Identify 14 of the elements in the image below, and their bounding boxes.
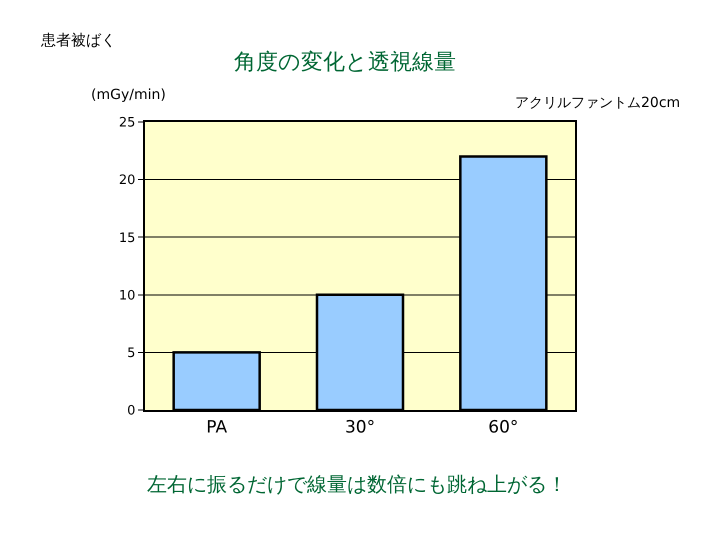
x-tick-label: PA — [206, 417, 228, 438]
y-tick-label: 0 — [127, 404, 136, 419]
y-tick-label: 25 — [118, 116, 136, 131]
y-tick-label: 10 — [118, 288, 136, 304]
chart-title: 角度の変化と透視線量 — [234, 50, 456, 75]
x-tick-label: 60° — [488, 417, 518, 438]
y-tick-label: 5 — [127, 346, 136, 361]
chart-subtitle: 患者被ばく — [40, 31, 116, 49]
y-axis-title: (mGy/min) — [91, 87, 166, 103]
y-tick-label: 20 — [118, 173, 136, 188]
x-tick-label: 30° — [344, 417, 376, 438]
text: アクリルファントム20cm — [515, 95, 680, 111]
text: 左右に振るだけで線量は数倍にも跳ね上がる！ — [147, 472, 567, 496]
y-tick-label: 15 — [118, 230, 136, 246]
